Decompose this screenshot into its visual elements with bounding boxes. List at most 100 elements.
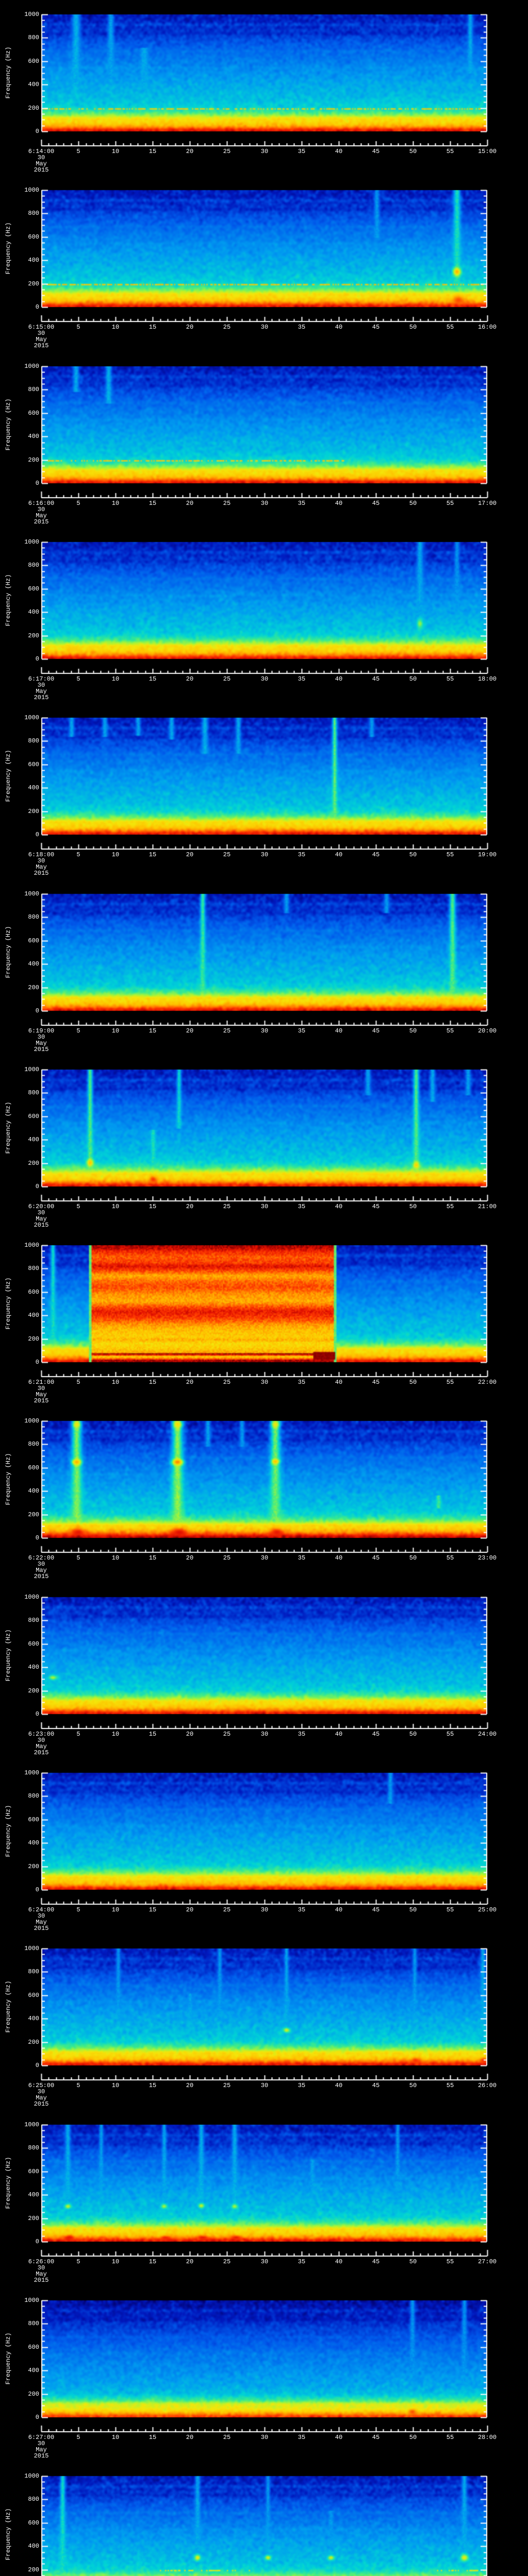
xtick-label: 30 (260, 2082, 269, 2089)
xtick-label: 5 (76, 675, 80, 683)
xtick-label: 20 (186, 500, 194, 507)
frequency-axis-title: Frequency (Hz) (5, 1980, 12, 2033)
xtick-label: 5 (76, 500, 80, 507)
xtick-label: 20 (186, 2082, 194, 2089)
xtick-label: 40 (335, 2258, 343, 2265)
start-time-label: 6:22:00 (28, 1554, 55, 1562)
ytick-label: 400 (28, 2367, 39, 2374)
xtick-label: 40 (335, 1554, 343, 1562)
ytick-label: 1000 (24, 1769, 39, 1776)
spectrogram-panel: Frequency (Hz) 0 200 400 600 800 1000 5 10 15 20 25… (0, 703, 528, 879)
date-month-label: May (36, 512, 47, 519)
xtick-label: 45 (372, 324, 380, 331)
xtick-label: 35 (298, 148, 306, 155)
frequency-axis-title: Frequency (Hz) (5, 2508, 12, 2561)
xtick-label: 40 (335, 324, 343, 331)
end-time-label: 26:00 (477, 2082, 497, 2089)
start-time-label: 6:24:00 (28, 1906, 55, 1913)
spectrogram-panel: Frequency (Hz) 0 200 400 600 800 1000 5 10 15 20 25… (0, 176, 528, 351)
ytick-label: 400 (28, 2191, 39, 2198)
xtick-label: 35 (298, 675, 306, 683)
xtick-label: 30 (260, 148, 269, 155)
date-day-label: 30 (37, 1561, 45, 1568)
ytick-label: 0 (35, 2062, 39, 2069)
date-year-label: 2015 (34, 2100, 49, 2108)
date-year-label: 2015 (34, 694, 49, 701)
xtick-label: 15 (148, 675, 157, 683)
xtick-label: 50 (409, 1379, 417, 1386)
ytick-label: 0 (35, 303, 39, 311)
xtick-label: 50 (409, 1731, 417, 1738)
frequency-axis-title: Frequency (Hz) (5, 222, 12, 275)
end-time-label: 27:00 (477, 2258, 497, 2265)
spectrogram-panel: Frequency (Hz) 0 200 400 600 800 1000 5 10 15 20 25… (0, 352, 528, 528)
xtick-label: 20 (186, 324, 194, 331)
date-day-label: 30 (37, 2440, 45, 2447)
ytick-label: 200 (28, 105, 39, 112)
xtick-label: 20 (186, 2258, 194, 2265)
ytick-label: 800 (28, 2144, 39, 2151)
xtick-label: 55 (446, 1203, 454, 1210)
date-year-label: 2015 (34, 1222, 49, 1229)
xtick-label: 30 (260, 1027, 269, 1035)
xtick-label: 10 (111, 851, 120, 858)
spectrogram-plot (0, 176, 528, 351)
xtick-label: 35 (298, 1554, 306, 1562)
ytick-label: 400 (28, 1312, 39, 1319)
ytick-label: 600 (28, 1992, 39, 1999)
xtick-label: 40 (335, 1027, 343, 1035)
xtick-label: 15 (148, 500, 157, 507)
xtick-label: 40 (335, 1203, 343, 1210)
frequency-axis-title: Frequency (Hz) (5, 750, 12, 802)
date-day-label: 30 (37, 1385, 45, 1392)
spectrogram-plot (0, 1758, 528, 1934)
spectrogram-panel: Frequency (Hz) 0 200 400 600 800 1000 5 10 15 20 25… (0, 2110, 528, 2286)
xtick-label: 50 (409, 2082, 417, 2089)
frequency-axis-title: Frequency (Hz) (5, 46, 12, 99)
frequency-axis-title: Frequency (Hz) (5, 1277, 12, 1330)
spectrogram-panel: Frequency (Hz) 0 200 400 600 800 1000 5 10 15 20 25… (0, 1934, 528, 2110)
xtick-label: 10 (111, 1203, 120, 1210)
ytick-label: 800 (28, 34, 39, 41)
ytick-label: 0 (35, 1359, 39, 1366)
ytick-label: 600 (28, 585, 39, 592)
end-time-label: 23:00 (477, 1554, 497, 1562)
spectrogram-plot (0, 352, 528, 528)
xtick-label: 20 (186, 1731, 194, 1738)
xtick-label: 20 (186, 1906, 194, 1913)
date-month-label: May (36, 336, 47, 343)
ytick-label: 600 (28, 1289, 39, 1296)
ytick-label: 1000 (24, 11, 39, 18)
xtick-label: 45 (372, 1203, 380, 1210)
xtick-label: 40 (335, 148, 343, 155)
xtick-label: 40 (335, 851, 343, 858)
xtick-label: 45 (372, 2434, 380, 2441)
ytick-label: 1000 (24, 1066, 39, 1073)
xtick-label: 10 (111, 1731, 120, 1738)
date-month-label: May (36, 2446, 47, 2453)
xtick-label: 35 (298, 2258, 306, 2265)
xtick-label: 35 (298, 1027, 306, 1035)
ytick-label: 0 (35, 1183, 39, 1190)
xtick-label: 45 (372, 1027, 380, 1035)
frequency-axis-title: Frequency (Hz) (5, 398, 12, 451)
xtick-label: 25 (223, 2082, 231, 2089)
date-day-label: 30 (37, 682, 45, 689)
ytick-label: 1000 (24, 714, 39, 721)
xtick-label: 15 (148, 851, 157, 858)
ytick-label: 1000 (24, 187, 39, 194)
end-time-label: 24:00 (477, 1731, 497, 1738)
ytick-label: 600 (28, 1640, 39, 1648)
spectrogram-plot (0, 1583, 528, 1758)
frequency-axis-title: Frequency (Hz) (5, 926, 12, 978)
xtick-label: 5 (76, 2082, 80, 2089)
xtick-label: 55 (446, 851, 454, 858)
xtick-label: 40 (335, 2082, 343, 2089)
date-year-label: 2015 (34, 1046, 49, 1053)
frequency-axis-title: Frequency (Hz) (5, 1805, 12, 1857)
start-time-label: 6:23:00 (28, 1731, 55, 1738)
ytick-label: 600 (28, 1816, 39, 1823)
xtick-label: 45 (372, 1379, 380, 1386)
spectrogram-plot (0, 2462, 528, 2576)
frequency-axis-title: Frequency (Hz) (5, 1453, 12, 1505)
